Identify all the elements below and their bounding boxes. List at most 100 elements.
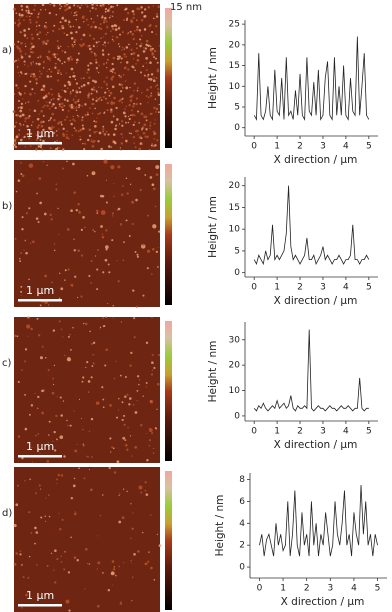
afm-speckle	[19, 553, 22, 556]
afm-speckle	[130, 503, 132, 505]
afm-speckle	[125, 61, 129, 64]
afm-speckle	[69, 55, 72, 58]
afm-speckle	[104, 91, 107, 94]
afm-speckle	[87, 64, 90, 67]
afm-speckle	[116, 57, 120, 61]
afm-speckle	[125, 105, 127, 107]
afm-speckle	[102, 36, 105, 38]
afm-speckle	[110, 101, 113, 104]
y-tick-label: 8	[239, 475, 245, 485]
afm-speckle	[40, 516, 43, 519]
afm-speckle	[20, 162, 22, 164]
afm-speckle	[22, 576, 25, 579]
afm-speckle	[108, 145, 111, 148]
afm-speckle	[103, 159, 108, 164]
afm-speckle	[55, 130, 58, 132]
afm-speckle	[89, 107, 91, 109]
afm-speckle	[143, 116, 146, 119]
y-tick-label: 30	[229, 335, 241, 345]
afm-speckle	[110, 120, 114, 124]
afm-speckle	[117, 27, 121, 30]
afm-speckle	[104, 16, 107, 20]
afm-speckle	[149, 86, 153, 89]
afm-speckle	[58, 28, 61, 31]
afm-speckle	[28, 287, 30, 289]
afm-speckle	[29, 21, 32, 24]
afm-speckle	[112, 56, 116, 60]
afm-speckle	[37, 62, 41, 66]
afm-speckle	[21, 72, 23, 75]
afm-speckle	[40, 8, 42, 11]
afm-speckle	[90, 50, 93, 54]
afm-speckle	[104, 8, 108, 11]
afm-speckle	[64, 118, 67, 121]
afm-speckle	[90, 140, 93, 143]
afm-speckle	[114, 107, 117, 109]
afm-speckle	[75, 19, 77, 21]
afm-speckle	[118, 45, 121, 48]
afm-speckle	[119, 374, 122, 377]
afm-speckle	[154, 98, 157, 100]
afm-speckle	[145, 69, 148, 72]
afm-speckle	[64, 51, 67, 54]
afm-speckle	[36, 134, 39, 137]
afm-speckle	[48, 515, 51, 518]
afm-speckle	[24, 84, 27, 88]
afm-speckle	[51, 391, 55, 395]
afm-speckle	[158, 230, 161, 233]
afm-speckle	[20, 173, 23, 175]
afm-speckle	[25, 212, 28, 215]
afm-speckle	[102, 406, 105, 409]
afm-speckle	[145, 62, 148, 64]
afm-speckle	[79, 138, 82, 141]
afm-speckle	[13, 7, 16, 11]
afm-speckle	[15, 59, 18, 62]
afm-speckle	[100, 37, 102, 39]
afm-speckle	[36, 33, 39, 36]
afm-speckle	[80, 295, 83, 298]
afm-speckle	[140, 42, 143, 45]
afm-speckle	[53, 449, 57, 452]
afm-speckle	[133, 30, 136, 32]
afm-speckle	[133, 89, 135, 92]
afm-speckle	[60, 45, 62, 48]
x-tick-label: 5	[366, 142, 372, 152]
afm-speckle	[79, 6, 82, 9]
afm-speckle	[42, 114, 45, 117]
afm-speckle	[149, 149, 151, 151]
afm-speckle	[132, 16, 135, 20]
afm-speckle	[19, 17, 22, 19]
afm-speckle	[74, 95, 77, 97]
afm-speckle	[101, 5, 103, 8]
x-tick-label: 3	[320, 427, 326, 437]
afm-speckle	[111, 215, 114, 217]
afm-speckle	[140, 103, 142, 106]
afm-speckle	[96, 117, 98, 119]
afm-speckle	[54, 106, 57, 110]
afm-speckle	[64, 551, 66, 553]
afm-speckle	[56, 558, 59, 561]
afm-speckle	[113, 471, 117, 474]
afm-speckle	[60, 122, 62, 124]
afm-speckle	[153, 133, 156, 136]
afm-speckle	[27, 7, 30, 10]
afm-speckle	[112, 317, 114, 319]
afm-speckle	[101, 386, 104, 389]
afm-speckle	[35, 82, 38, 85]
afm-speckle	[90, 376, 93, 379]
afm-speckle	[13, 143, 16, 147]
afm-speckle	[145, 432, 147, 435]
afm-speckle	[138, 379, 141, 381]
afm-speckle	[28, 511, 31, 514]
afm-speckle	[98, 98, 100, 100]
afm-speckle	[37, 145, 41, 148]
afm-speckle	[149, 45, 152, 48]
afm-speckle	[92, 21, 95, 24]
afm-speckle	[30, 51, 32, 53]
afm-speckle	[115, 124, 118, 127]
afm-speckle	[52, 383, 55, 386]
afm-speckle	[110, 146, 113, 148]
afm-speckle	[24, 73, 27, 75]
afm-speckle	[118, 493, 121, 495]
colorbar	[165, 164, 172, 305]
